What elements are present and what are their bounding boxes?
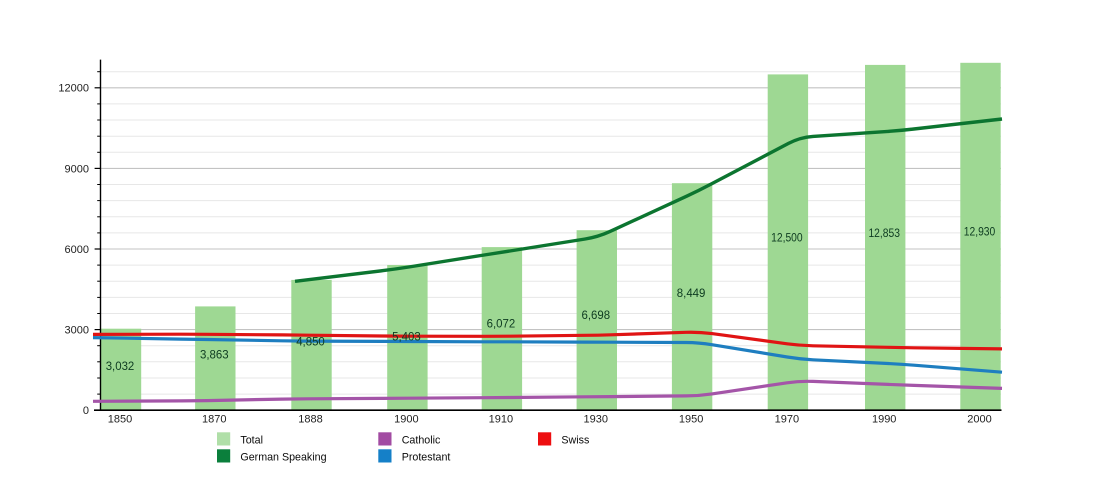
svg-text:Total: Total: [240, 435, 263, 447]
svg-text:1970: 1970: [775, 413, 799, 425]
svg-text:12,500: 12,500: [771, 231, 803, 245]
svg-text:12000: 12000: [58, 83, 89, 95]
svg-text:1950: 1950: [679, 413, 703, 425]
svg-text:12,853: 12,853: [868, 226, 900, 240]
svg-text:1900: 1900: [394, 413, 418, 425]
svg-text:6,698: 6,698: [582, 308, 611, 322]
svg-text:1850: 1850: [108, 413, 132, 425]
svg-text:5,403: 5,403: [392, 330, 421, 344]
svg-text:1888: 1888: [298, 413, 322, 425]
svg-text:1930: 1930: [584, 413, 608, 425]
svg-text:1910: 1910: [489, 413, 513, 425]
svg-text:1870: 1870: [202, 413, 226, 425]
svg-text:Catholic: Catholic: [402, 435, 441, 447]
svg-text:German Speaking: German Speaking: [240, 452, 326, 464]
svg-text:6,072: 6,072: [487, 317, 516, 331]
svg-text:Swiss: Swiss: [561, 435, 589, 447]
svg-text:4,850: 4,850: [296, 335, 325, 349]
svg-text:3000: 3000: [65, 325, 89, 337]
svg-text:Protestant: Protestant: [402, 452, 451, 464]
svg-text:0: 0: [83, 405, 89, 417]
svg-text:3,863: 3,863: [200, 348, 229, 362]
svg-text:1990: 1990: [872, 413, 896, 425]
svg-text:2000: 2000: [967, 413, 991, 425]
svg-text:3,032: 3,032: [106, 359, 135, 373]
svg-text:8,449: 8,449: [677, 286, 706, 300]
svg-text:6000: 6000: [65, 244, 89, 256]
svg-text:12,930: 12,930: [964, 224, 996, 238]
svg-text:9000: 9000: [65, 163, 89, 175]
